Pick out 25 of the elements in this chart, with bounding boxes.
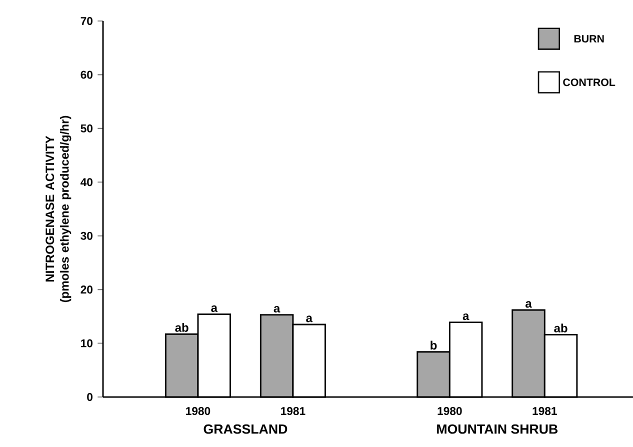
data-label: a [306, 316, 313, 322]
x-tick-label: 1981 [532, 407, 557, 416]
data-label: a [526, 301, 532, 308]
text: GRASSLAND [204, 424, 288, 434]
x-tick-label: 1980 [186, 407, 210, 416]
data-label: a [274, 306, 280, 313]
y-tick-label: 20 [80, 286, 92, 294]
y-tick-label: 50 [80, 124, 92, 132]
y-tick-label: 10 [81, 339, 92, 348]
data-label: a [462, 313, 470, 320]
y-axis-title: NITROGENASE ACTIVITY (pmoles ethylene produced/g/hr) [46, 116, 72, 302]
x-tick-label: 1980 [438, 407, 462, 416]
y-tick-label: 70 [80, 17, 92, 26]
y-tick-label: 40 [80, 178, 92, 186]
data-label: ab [554, 324, 568, 332]
x-tick-label: 1981 [281, 407, 306, 416]
y-tick-label: 0 [87, 392, 92, 401]
data-label: a [211, 305, 218, 312]
legend-label: CONTROL [563, 78, 616, 86]
y-tick-label: 30 [80, 232, 92, 240]
y-tick-label: 60 [80, 70, 92, 79]
data-label: ab [175, 323, 188, 332]
text: MOUNTAIN SHRUB [437, 424, 558, 434]
legend-label: BURN [574, 35, 604, 43]
data-label: b [430, 340, 437, 350]
